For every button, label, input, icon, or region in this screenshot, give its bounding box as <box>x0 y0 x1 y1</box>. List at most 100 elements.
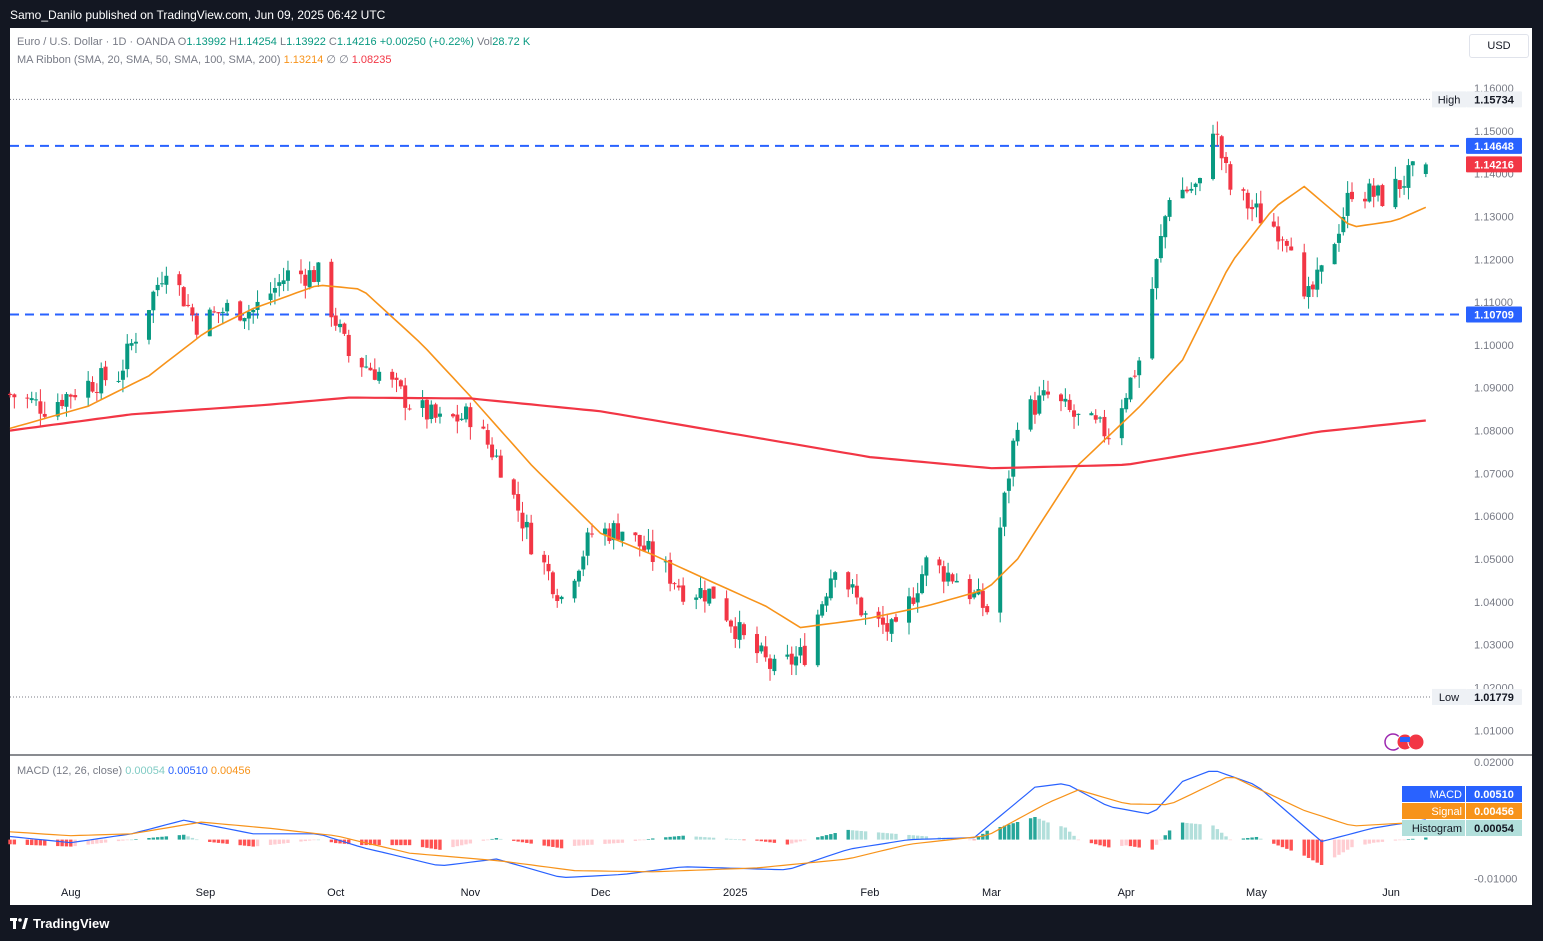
candle-body <box>676 585 681 588</box>
candle-body <box>394 377 399 380</box>
candle-body <box>741 624 746 636</box>
candle-body <box>941 566 946 582</box>
macd-histogram-bar <box>1345 839 1350 850</box>
macd-histogram-bar <box>1315 839 1319 863</box>
macd-histogram-bar <box>1219 832 1224 840</box>
last-price-tag-bg <box>1466 156 1522 173</box>
candle-body <box>490 444 495 458</box>
macd-histogram-bar <box>225 839 229 844</box>
macd-histogram-bar <box>1402 839 1406 841</box>
candle-body <box>1393 178 1398 208</box>
candle-body <box>1028 399 1033 430</box>
candle-body <box>559 596 564 600</box>
candle-body <box>1376 185 1381 196</box>
candle-body <box>1011 440 1016 477</box>
candle-body <box>1089 413 1094 416</box>
time-tick-label: Oct <box>327 887 344 899</box>
macd-histogram-bar <box>915 835 920 840</box>
macd-histogram-bar <box>103 839 108 843</box>
macd-histogram-bar <box>1159 839 1163 841</box>
candle-body <box>1349 191 1354 200</box>
candle-body <box>1402 186 1407 188</box>
candle-body <box>1072 410 1077 417</box>
macd-histogram-bar <box>1224 836 1228 840</box>
macd-histogram-bar <box>998 826 1002 840</box>
macd-histogram-bar <box>651 838 655 840</box>
candle-body <box>1076 413 1081 415</box>
candle-body <box>468 407 473 428</box>
candle-body <box>38 401 43 414</box>
macd-histogram-bar <box>859 830 863 840</box>
macd-tag-text: 0.00510 <box>1474 789 1514 801</box>
macd-histogram-bar <box>121 839 125 841</box>
macd-histogram-bar <box>438 839 442 850</box>
candle-body <box>420 400 425 408</box>
macd-histogram-bar <box>1193 823 1198 840</box>
macd-label[interactable]: MACD (12, 26, close) <box>17 765 123 777</box>
macd-histogram-bar <box>221 839 225 844</box>
candle-body <box>103 366 108 381</box>
macd-histogram-bar <box>34 839 38 846</box>
macd-histogram-bar <box>1302 839 1306 856</box>
macd-histogram-bar <box>1094 839 1098 845</box>
high-tag-bg <box>1466 91 1522 108</box>
macd-histogram-bar <box>30 839 34 846</box>
candle-body <box>42 413 47 417</box>
macd-histogram-bar <box>1076 839 1081 841</box>
currency-button[interactable]: USD <box>1469 34 1529 58</box>
candle-body <box>1289 246 1294 251</box>
candle-body <box>194 315 199 335</box>
candle-body <box>1284 240 1289 246</box>
candle-body <box>954 580 959 583</box>
candle-body <box>1037 395 1042 414</box>
candle-body <box>8 393 12 395</box>
candle-body <box>1380 185 1385 207</box>
macd-histogram-bar <box>60 839 64 847</box>
macd-histogram-bar <box>255 839 260 847</box>
macd-histogram-bar <box>86 839 90 845</box>
candle-body <box>1015 429 1020 442</box>
candle-body <box>620 531 625 541</box>
event-flags-icon[interactable] <box>1384 733 1425 751</box>
candle-body <box>1093 415 1098 420</box>
ma100-empty: ∅ <box>339 54 349 66</box>
low-tag-bg <box>1466 688 1522 705</box>
macd-histogram-bar <box>1250 837 1254 840</box>
low-tag: Low 1.01779 <box>1432 688 1522 705</box>
macd-histogram-bar <box>1367 839 1372 844</box>
candle-body <box>329 261 334 318</box>
candle-body <box>94 391 99 393</box>
price-tick-label: 1.13000 <box>1474 211 1514 223</box>
macd-histogram-bar <box>1124 839 1128 846</box>
candle-body <box>946 572 951 582</box>
macd-histogram-bar <box>555 839 559 848</box>
macd-histogram-bar <box>620 839 625 843</box>
candle-body <box>481 426 486 429</box>
candle-body <box>1332 244 1337 265</box>
candle-body <box>550 572 555 595</box>
candle-body <box>364 366 369 368</box>
candle-body <box>1276 226 1281 242</box>
candle-body <box>815 614 820 666</box>
open-label: O <box>177 36 187 48</box>
time-tick-label: Apr <box>1118 887 1135 899</box>
macd-histogram-bar <box>38 839 43 846</box>
high-label: H <box>229 36 238 48</box>
symbol-name[interactable]: Euro / U.S. Dollar · 1D · OANDA <box>17 36 175 48</box>
macd-histogram-bar <box>798 839 803 842</box>
candle-body <box>1154 259 1159 289</box>
candle-body <box>711 586 716 599</box>
candle-body <box>967 579 972 600</box>
ma-ribbon-label[interactable]: MA Ribbon (SMA, 20, SMA, 50, SMA, 100, S… <box>17 54 281 66</box>
candle-body <box>1245 192 1250 209</box>
macd-histogram-bar <box>1067 831 1072 840</box>
candle-body <box>298 270 303 275</box>
macd-histogram-bar <box>1406 839 1411 840</box>
macd-histogram-bar <box>247 839 251 847</box>
macd-histogram-bar <box>1063 827 1068 840</box>
macd-histogram-bar <box>420 839 425 848</box>
candle-body <box>520 512 525 529</box>
macd-histogram-bar <box>468 839 473 844</box>
candle-body <box>338 323 343 328</box>
